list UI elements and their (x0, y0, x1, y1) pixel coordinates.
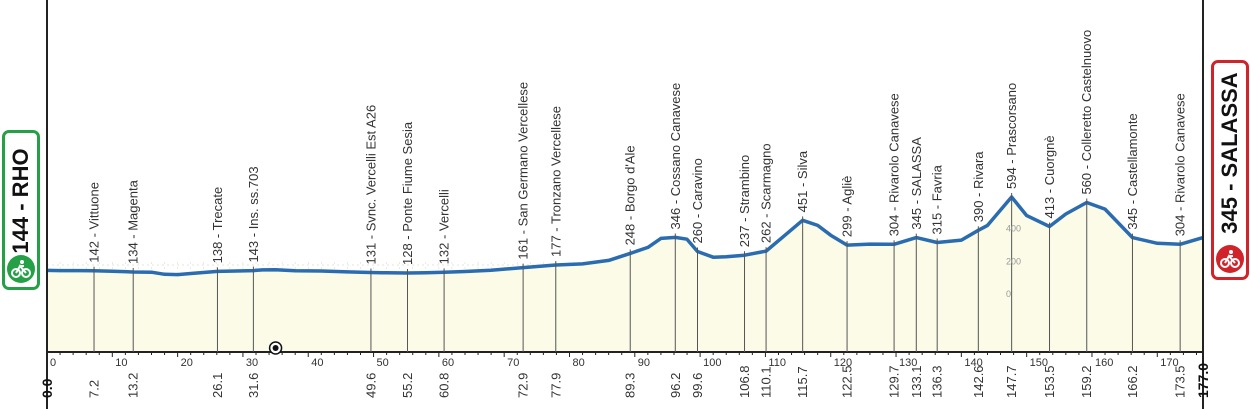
waypoint-km: 49.6 (363, 373, 378, 398)
waypoint-km: 77.9 (548, 373, 563, 398)
waypoint-label: 177 - Tronzano Vercellese (548, 106, 563, 257)
waypoint-label: 132 - Vercelli (437, 189, 452, 264)
altitude-labels: 400 200 0 (1006, 224, 1021, 299)
waypoint-label: 237 - Strambino (737, 155, 752, 248)
km-tick-label: 160 (1095, 357, 1113, 369)
tunnel-icon (268, 341, 283, 355)
km-tick-label: 130 (899, 357, 917, 369)
finish-badge: 345 - SALASSA (1211, 60, 1249, 280)
waypoint-km: 173.5 (1173, 365, 1188, 398)
km-tick-label: 10 (115, 357, 127, 369)
waypoint-label: 346 - Cossano Canavese (668, 83, 683, 230)
waypoint-km: 106.8 (737, 365, 752, 398)
waypoint-km: 99.6 (690, 373, 705, 398)
km-tick-label: 30 (246, 357, 258, 369)
km-tick-label: 140 (964, 357, 982, 369)
waypoint-km: 89.3 (623, 373, 638, 398)
waypoint-label: 142 - Vittuone (87, 182, 102, 263)
km-tick-label: 50 (377, 357, 389, 369)
waypoint-label: 304 - Rivarolo Canavese (887, 93, 902, 236)
bicycle-icon (1216, 245, 1244, 273)
waypoint-km: 142.6 (971, 365, 986, 398)
axis-start-label: 0.0 (39, 378, 55, 398)
waypoint-label: 594 - Prascorsano (1004, 83, 1019, 189)
km-tick-label: 80 (572, 357, 584, 369)
waypoint-label: 131 - Svnc. Vercelli Est A26 (363, 105, 378, 265)
km-tick-label: 110 (768, 357, 786, 369)
waypoint-label: 304 - Rivarolo Canavese (1173, 93, 1188, 236)
waypoint-label: 299 - Agliè (840, 176, 855, 237)
waypoint-km: 72.9 (516, 373, 531, 398)
km-tick-label: 90 (638, 357, 650, 369)
waypoint-km: 26.1 (210, 373, 225, 398)
waypoints: 142 - Vittuone 7.2 134 - Magenta 13.2 138 - … (87, 30, 1188, 398)
waypoint-label: 345 - SALASSA (909, 137, 924, 230)
altitude-label: 200 (1006, 256, 1021, 266)
km-tick-label: 150 (1030, 357, 1048, 369)
altitude-label: 0 (1006, 289, 1011, 299)
finish-label: 345 - SALASSA (1217, 72, 1242, 234)
waypoint-km: 13.2 (126, 373, 141, 398)
waypoint-label: 262 - Scarmagno (759, 143, 774, 243)
start-label: 144 - RHO (8, 148, 33, 254)
waypoint-label: 560 - Colleretto Castelnuovo (1079, 30, 1094, 195)
waypoint-label: 413 - Cuorgnè (1042, 135, 1057, 218)
waypoint-km: 7.2 (87, 380, 102, 398)
waypoint-km: 122.5 (840, 365, 855, 398)
waypoint-label: 134 - Magenta (126, 179, 141, 264)
waypoint-km: 166.2 (1125, 365, 1140, 398)
km-tick-label: 60 (442, 357, 454, 369)
km-tick-label: 20 (181, 357, 193, 369)
start-badge: 144 - RHO (2, 130, 40, 290)
waypoint-km: 60.8 (437, 373, 452, 398)
waypoint-km: 55.2 (400, 373, 415, 398)
km-tick-label: 70 (507, 357, 519, 369)
waypoint-km: 110.1 (759, 366, 774, 398)
waypoint-label: 128 - Ponte Fiume Sesia (400, 121, 415, 265)
waypoint-km: 133.1 (909, 365, 924, 398)
waypoint-label: 161 - San Germano Vercellese (516, 82, 531, 260)
waypoint-label: 143 - Ins. ss.703 (246, 166, 261, 262)
waypoint-km: 136.3 (930, 365, 945, 398)
waypoint-km: 159.2 (1079, 365, 1094, 398)
x-axis: 0 10 20 30 40 50 60 70 80 90 100 110 120 130 140 150 160… (46, 0, 1204, 409)
waypoint-label: 451 - Silva (795, 150, 810, 212)
waypoint-label: 345 - Castellamonte (1125, 113, 1140, 229)
km-tick-label: 120 (834, 357, 852, 369)
waypoint-km: 115.7 (795, 366, 810, 398)
altitude-label: 400 (1006, 224, 1021, 234)
axis-end-label: 177.0 (1195, 363, 1211, 398)
waypoint-label: 248 - Borgo d'Ale (623, 145, 638, 245)
bicycle-icon (7, 255, 35, 283)
waypoint-label: 315 - Favria (930, 164, 945, 234)
waypoint-km: 153.5 (1042, 365, 1057, 398)
km-tick-label: 100 (703, 357, 721, 369)
km-tick-label: 0 (50, 357, 56, 369)
waypoint-km: 31.6 (246, 373, 261, 398)
profile-area (47, 197, 1203, 352)
waypoint-label: 138 - Trecate (210, 187, 225, 264)
waypoint-km: 129.7 (887, 365, 902, 398)
waypoint-label: 260 - Caravino (690, 158, 705, 243)
waypoint-km: 96.2 (668, 373, 683, 398)
km-tick-label: 40 (311, 357, 323, 369)
waypoint-km: 147.7 (1004, 365, 1019, 398)
km-tick-label: 170 (1160, 357, 1178, 369)
waypoint-label: 390 - Rivara (971, 151, 986, 223)
